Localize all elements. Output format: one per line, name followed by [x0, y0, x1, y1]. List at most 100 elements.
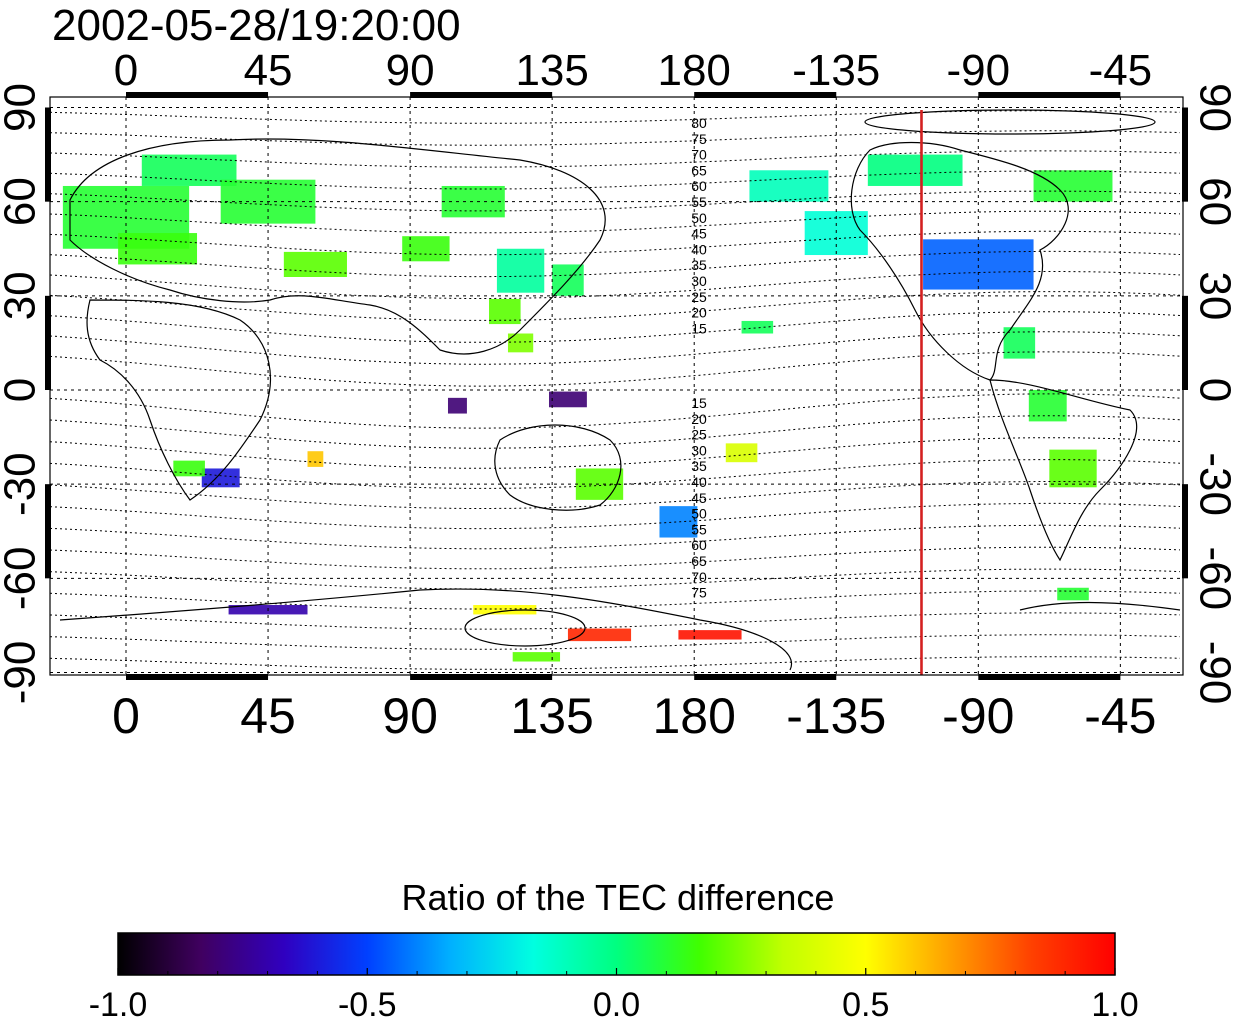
contour-line — [50, 230, 1181, 256]
timestamp-title: 2002-05-28/19:20:00 — [52, 1, 461, 50]
frame-bar-bottom — [126, 674, 269, 680]
bottom-lon-tick-label: 45 — [240, 688, 296, 744]
left-latitude-axis: 90 60 30 0 -30 -60 -90 — [0, 83, 45, 704]
bottom-longitude-axis: 0 45 90 135 180 -135 -90 -45 — [112, 688, 1156, 744]
contour-line — [50, 524, 1181, 550]
contour-label-north: 35 — [691, 257, 707, 273]
contour-line — [50, 568, 1181, 590]
contour-label-north: 25 — [691, 289, 707, 305]
contour-line — [50, 190, 1181, 212]
bottom-lon-tick-label: 135 — [510, 688, 593, 744]
contour-label-south: 30 — [691, 442, 707, 458]
colorbar-title: Ratio of the TEC difference — [402, 877, 835, 918]
tec-patch — [507, 333, 534, 353]
tec-patch — [659, 506, 698, 538]
contour-line — [50, 311, 1181, 343]
contour-line — [50, 590, 1181, 610]
tec-patch — [749, 170, 829, 202]
coastline-outlines — [59, 138, 1181, 671]
tec-patch — [1049, 449, 1097, 488]
contour-label-north: 40 — [691, 241, 707, 257]
contour-line — [50, 351, 1181, 387]
contour-line — [50, 481, 1181, 509]
magnetic-latitude-contours — [50, 109, 1181, 670]
contour-label-north: 45 — [691, 226, 707, 242]
right-lat-tick-label: 0 — [1191, 378, 1240, 402]
tec-patch — [283, 251, 347, 277]
tec-patch — [1057, 587, 1089, 601]
north-pole-contour — [864, 109, 1156, 135]
contour-line — [50, 437, 1181, 469]
colorbar-tick-label: 0.5 — [842, 986, 889, 1024]
tec-patch — [567, 628, 632, 642]
right-lat-tick-label: -60 — [1191, 547, 1240, 611]
frame-bar-top — [978, 92, 1121, 98]
north-america-outline — [850, 141, 1069, 381]
tec-patch — [402, 236, 450, 262]
map-frame: 8075706560555045403530252015152025303540… — [49, 96, 1184, 676]
contour-label-south: 25 — [691, 427, 707, 443]
frame-bar-bottom — [978, 674, 1121, 680]
tec-patch — [307, 451, 324, 467]
bottom-lon-tick-label: -135 — [786, 688, 886, 744]
contour-line — [50, 210, 1181, 234]
contour-line — [50, 130, 1181, 146]
contour-line — [50, 393, 1181, 429]
bottom-lon-tick-label: -90 — [942, 688, 1014, 744]
frame-bar-top — [694, 92, 837, 98]
tec-patch — [1033, 170, 1113, 202]
tec-patch — [867, 154, 963, 186]
tec-patch — [473, 605, 537, 615]
contour-line — [50, 331, 1181, 365]
tec-patch — [1028, 390, 1067, 422]
top-lon-tick-label: 45 — [244, 46, 293, 95]
colorbar-tick-label: 1.0 — [1091, 986, 1138, 1024]
frame-bar-left — [45, 295, 51, 390]
antarctica-outline — [59, 588, 793, 671]
left-lat-tick-label: 90 — [0, 83, 44, 132]
frame-bar-top — [410, 92, 553, 98]
australia-outline — [494, 424, 622, 511]
tec-patch — [548, 391, 587, 408]
colorbar-tick-label: 0.0 — [593, 986, 640, 1024]
contour-label-south: 50 — [691, 506, 707, 522]
left-lat-tick-label: 0 — [0, 378, 45, 402]
tec-patch — [678, 630, 742, 640]
left-lat-tick-label: 60 — [0, 177, 45, 226]
contour-labels: 8075706560555045403530252015152025303540… — [691, 115, 707, 601]
bottom-lon-tick-label: 90 — [382, 688, 438, 744]
contour-label-south: 15 — [691, 395, 707, 411]
contour-line — [50, 546, 1181, 570]
south-america-outline — [989, 379, 1138, 562]
left-lat-tick-label: 30 — [0, 271, 45, 320]
top-lon-tick-label: -45 — [1089, 46, 1153, 95]
frame-bar-bottom — [410, 674, 553, 680]
contour-line — [50, 656, 1181, 670]
contour-line — [50, 415, 1181, 449]
contour-label-south: 60 — [691, 537, 707, 553]
contour-label-south: 70 — [691, 569, 707, 585]
colorbar-ticks: -1.0 -0.5 0.0 0.5 1.0 — [89, 968, 1139, 1024]
south-pole-contour — [464, 609, 586, 647]
africa-outline — [86, 299, 271, 501]
grid-lines — [50, 97, 1183, 675]
tec-patch — [725, 443, 758, 463]
contour-label-south: 65 — [691, 553, 707, 569]
contour-label-south: 40 — [691, 474, 707, 490]
bottom-lon-tick-label: -45 — [1084, 688, 1156, 744]
contour-label-north: 60 — [691, 178, 707, 194]
contour-label-north: 20 — [691, 305, 707, 321]
contour-line — [50, 110, 1181, 124]
tec-patch — [447, 397, 467, 414]
top-lon-tick-label: -90 — [947, 46, 1011, 95]
right-lat-tick-label: -30 — [1191, 452, 1240, 516]
frame-bar-top — [126, 92, 269, 98]
frame-bar-right — [1182, 295, 1188, 390]
contour-line — [50, 459, 1181, 489]
tec-patch — [441, 185, 505, 218]
contour-line — [50, 150, 1181, 168]
colorbar-tick-label: -1.0 — [89, 986, 148, 1024]
left-lat-tick-label: -30 — [0, 452, 45, 516]
frame-bar-right — [1182, 484, 1188, 579]
